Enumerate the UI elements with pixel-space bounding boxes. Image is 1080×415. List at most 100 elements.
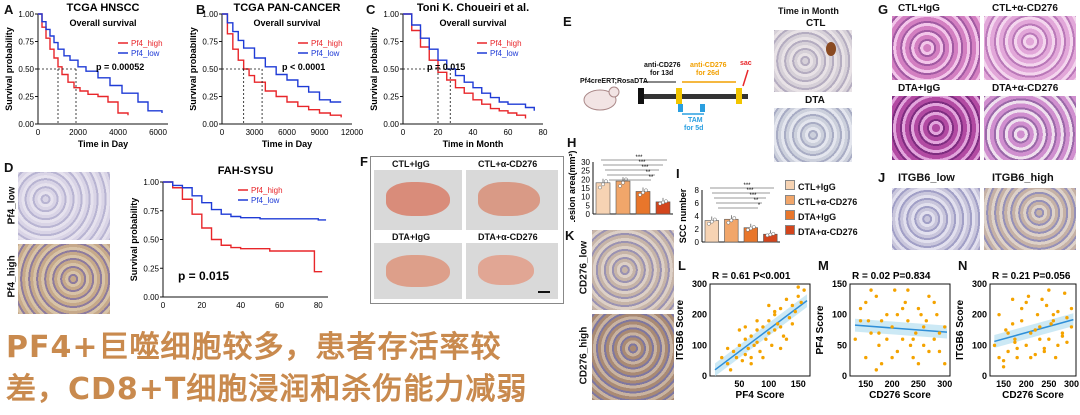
data-point [1060,334,1065,338]
data-point [864,355,868,360]
sig-stars: *** [743,183,751,189]
data-point [731,349,736,354]
data-point [734,355,739,360]
data-point [890,355,894,360]
data-point [725,346,730,351]
data-point [858,319,863,323]
ctl-label: CTL [806,18,826,29]
y-tick-label: 0.75 [202,38,218,47]
data-point [1019,319,1024,323]
km-chart-b: TCGA PAN-CANCER Overall survival 0.00 0.25 0… [190,2,364,149]
data-point [732,216,737,220]
p-value: p = 0.015 [427,62,465,72]
panel-label-i: I [676,166,680,181]
km-line-pf4-high [163,181,323,273]
data-point [1051,312,1056,317]
data-point [1019,306,1024,311]
x-tick-label: 300 [937,379,952,389]
y-tick-label: 4 [695,212,700,221]
sac-label: sac [740,60,752,67]
data-point [1047,337,1051,341]
ihc-label-pf4-low: Pf4_low [6,186,18,225]
x-tick-label: 0 [220,128,225,137]
data-point [879,319,884,323]
x-tick-label: 250 [911,379,926,389]
p-value: p = 0.015 [178,269,229,283]
data-point [598,185,602,190]
data-point [764,337,768,341]
j-label-high: ITGB6_high [992,172,1054,184]
data-point [767,331,771,335]
data-point [728,368,733,372]
x-axis-label: CD276 Score [869,390,931,401]
legend-label: Pf4_low [251,196,280,205]
data-point [621,180,625,185]
plot-frame [989,283,1077,377]
x-axis-label: CD276 Score [1002,390,1064,401]
data-point [787,316,792,320]
km-line-pf4-low [222,13,342,103]
y-tick-label: 0.25 [143,264,159,273]
data-point [752,343,756,348]
data-point [1024,300,1028,305]
g-label-ctl-igg: CTL+IgG [898,3,940,14]
data-point [1042,349,1047,354]
data-point [748,226,753,231]
plot-frame [709,283,811,377]
data-point [893,288,897,292]
y-axis-label: Survival probability [129,198,139,282]
data-point [1056,309,1060,314]
data-point [935,312,939,317]
j-label-low: ITGB6_low [898,172,955,184]
sig-stars: *** [641,165,649,171]
legend-label: Pf4_high [251,186,283,195]
y-tick-label: 0.75 [143,207,159,216]
data-point [1029,331,1033,335]
data-point [932,300,936,305]
data-point [768,232,773,237]
g-label-dta-cd276: DTA+α-CD276 [992,83,1059,94]
data-point [729,218,734,223]
data-point [725,362,730,366]
panel-label-m: M [818,258,829,273]
x-tick-label: 4000 [109,128,127,137]
data-point [1069,325,1074,329]
data-point [1001,365,1006,369]
data-point [790,322,795,326]
legend-item-3: DTA+IgG [785,210,858,225]
data-point [864,300,868,305]
data-point [790,303,795,308]
data-point [778,346,783,351]
y-tick-label: 0.75 [18,38,34,47]
data-point [778,325,783,329]
y-tick-label: 0.25 [202,93,218,102]
he-image-ctl-cd276 [984,16,1076,80]
regression-line [854,324,948,333]
data-point [773,328,777,332]
legend-item-4: DTA+α-CD276 [785,225,858,240]
y-tick-label: 0.00 [18,120,34,129]
data-point [919,312,923,317]
x-tick-label: 20 [197,301,206,310]
data-point [906,319,910,323]
data-point [858,306,863,311]
y-tick-label: 100 [972,340,987,350]
data-point [624,177,628,182]
data-point [604,179,608,184]
km-line-pf4-high [38,13,129,116]
data-point [906,288,910,292]
x-tick-label: 3000 [246,128,264,137]
y-tick-label: 25 [581,167,590,176]
data-point [784,337,789,341]
data-point [745,227,750,232]
data-point [1060,331,1065,335]
anti2-label: anti-CD276 [690,62,727,69]
sig-stars: *** [635,155,643,161]
f-label-dta-cd276: DTA+α-CD276 [478,232,538,242]
x-tick-label: 2000 [69,128,87,137]
data-point [895,349,900,354]
data-point [793,309,797,314]
panel-label-h: H [567,135,577,150]
